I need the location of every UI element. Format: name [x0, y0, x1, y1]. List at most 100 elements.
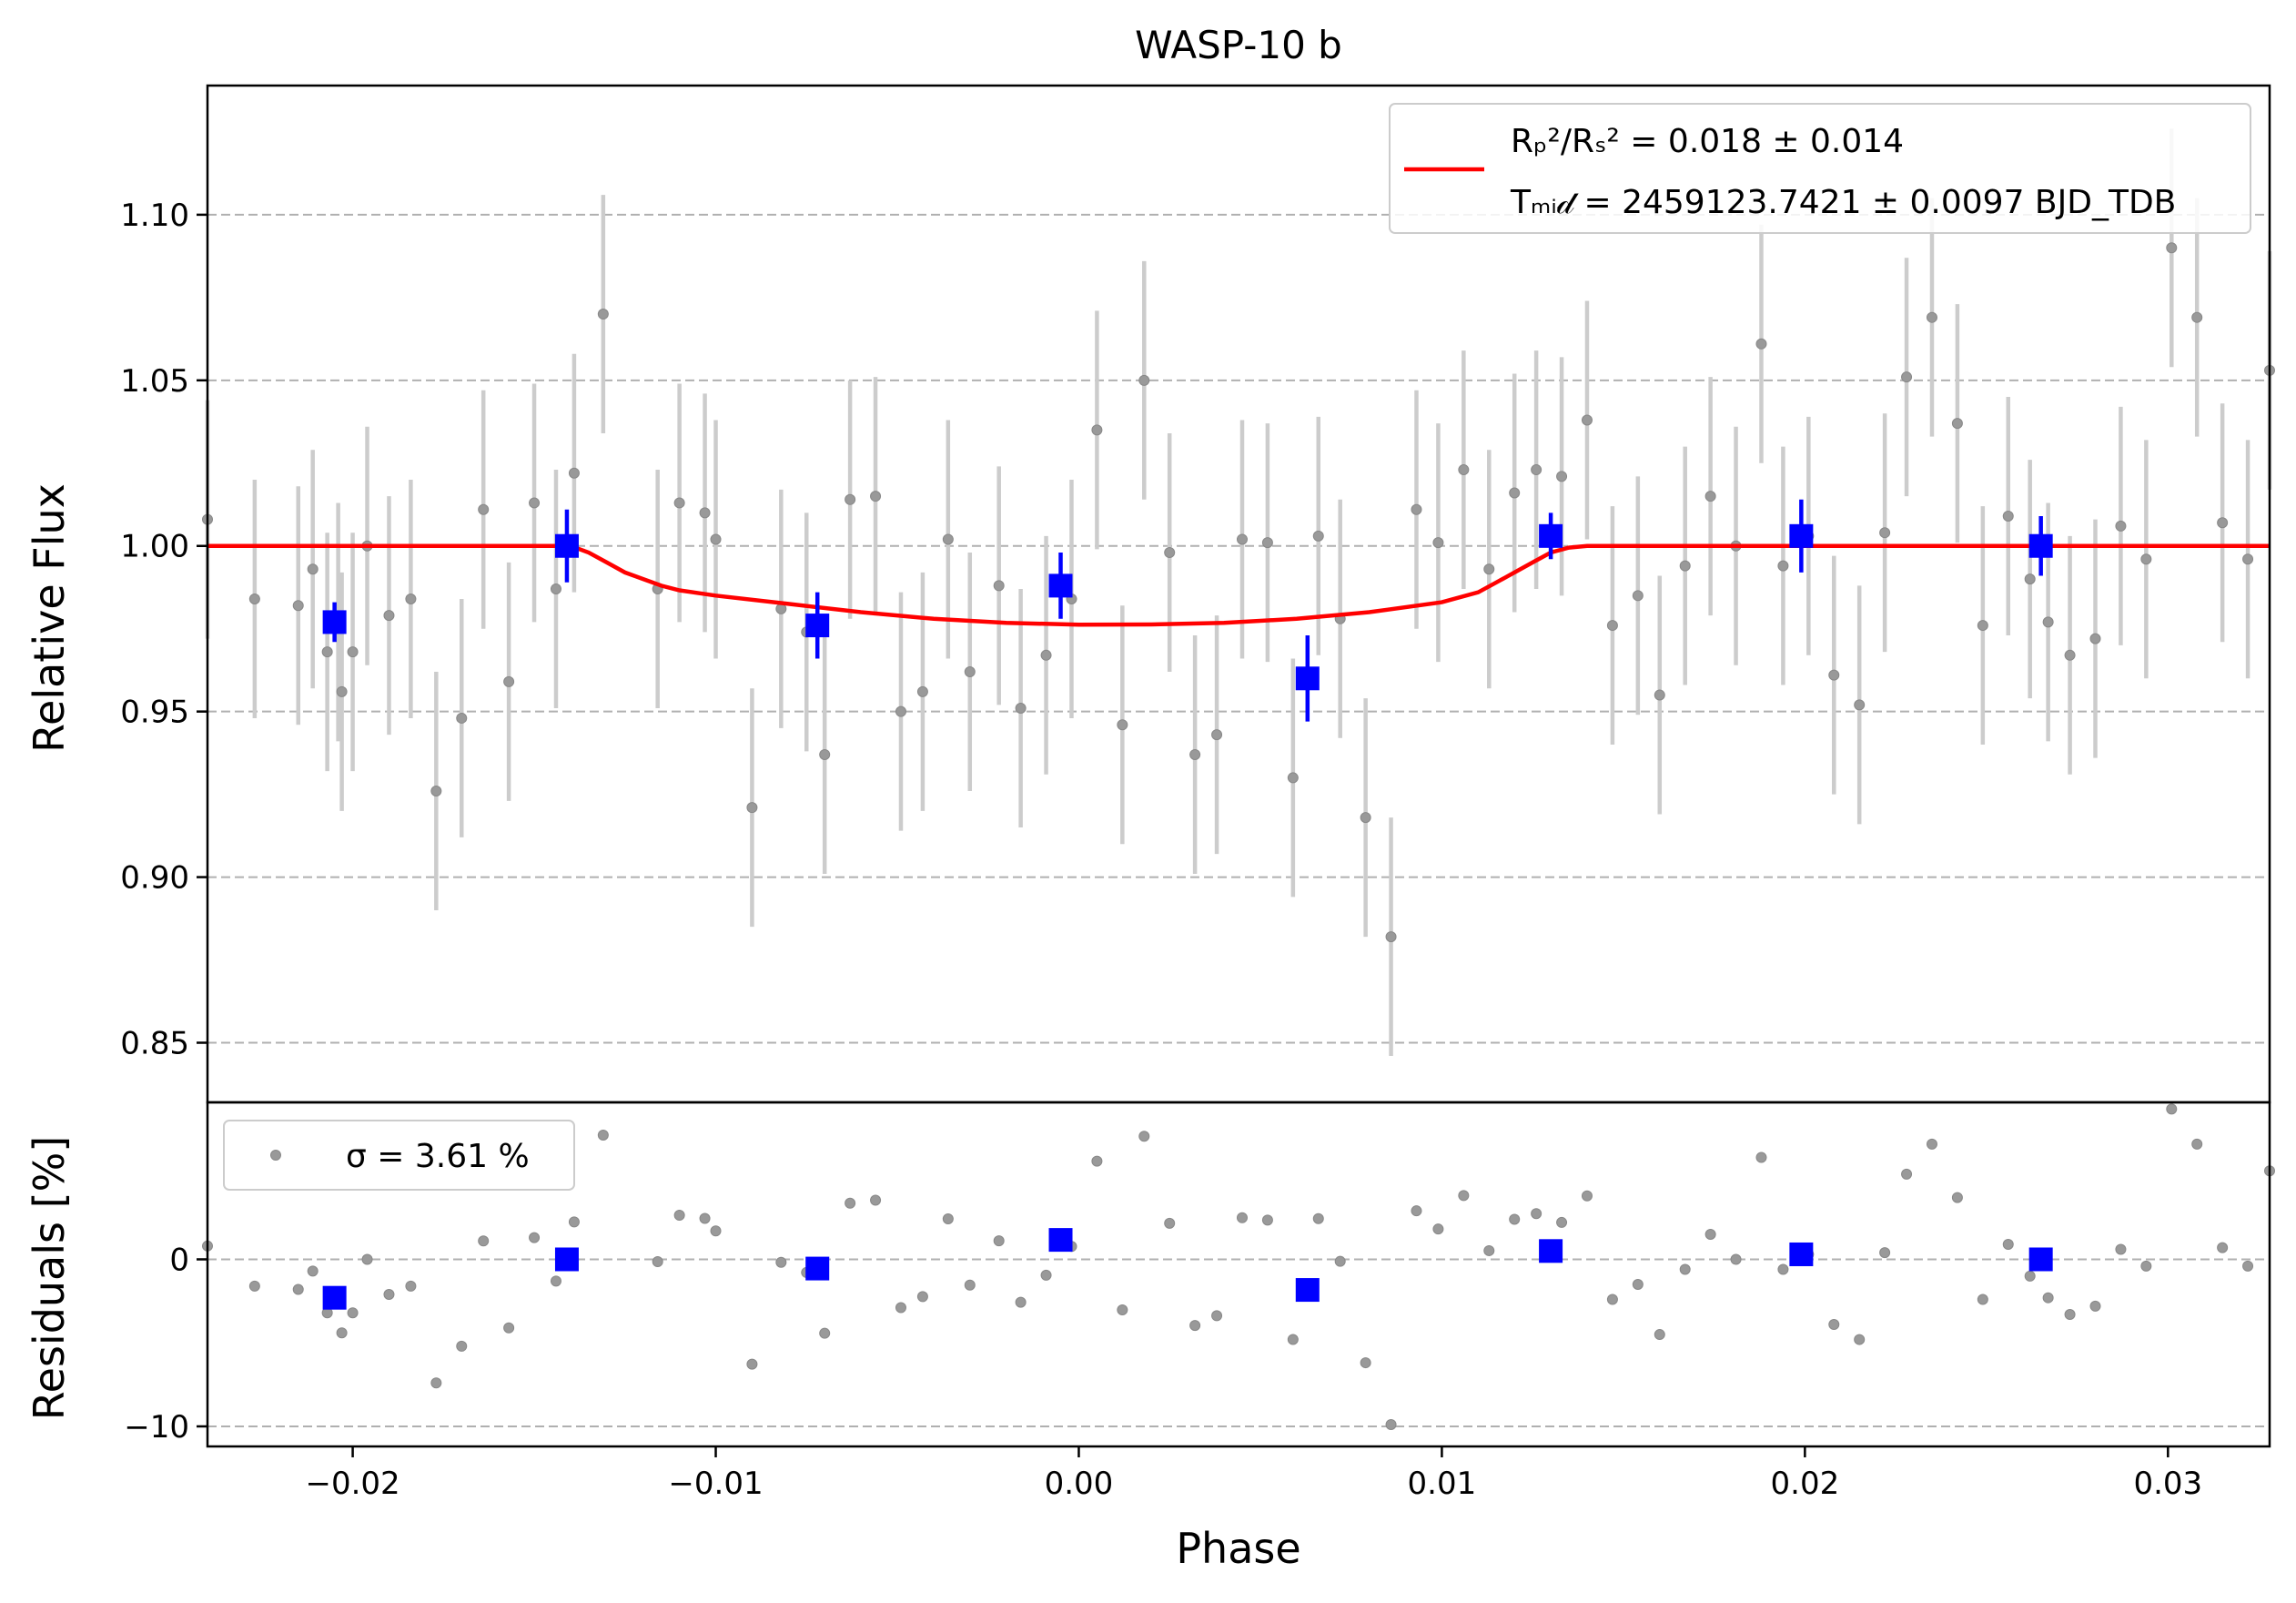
data-point — [2191, 311, 2203, 323]
residual-point — [1091, 1155, 1103, 1167]
x-tick-label: −0.02 — [305, 1466, 400, 1502]
data-point — [1828, 669, 1840, 681]
top-y-tick-label: 1.05 — [120, 363, 189, 400]
data-point — [1138, 374, 1150, 386]
data-point — [1654, 689, 1665, 701]
data-point — [2024, 573, 2036, 585]
residual-point — [1287, 1334, 1299, 1345]
data-point — [870, 491, 882, 502]
data-point — [699, 507, 711, 519]
data-point — [1432, 537, 1444, 549]
data-point — [916, 685, 928, 697]
chart-title: WASP-10 b — [1135, 23, 1342, 67]
residual-point — [1755, 1152, 1767, 1163]
binned-residual-point — [2028, 1247, 2053, 1272]
residual-point — [361, 1253, 373, 1265]
residual-point — [2042, 1292, 2054, 1304]
binned-residual-point — [1295, 1278, 1320, 1303]
binned-residual-point — [322, 1285, 347, 1310]
residual-point — [1632, 1279, 1644, 1291]
residual-point — [1606, 1294, 1618, 1305]
x-tick-label: 0.02 — [1771, 1466, 1840, 1502]
data-point — [1704, 491, 1716, 502]
residual-point — [307, 1265, 319, 1277]
residual-point — [1926, 1138, 1937, 1150]
residual-point — [1654, 1329, 1665, 1341]
data-point — [1236, 533, 1248, 545]
data-point — [1483, 563, 1495, 575]
binned-residual-point — [554, 1247, 579, 1272]
data-point — [1901, 371, 1913, 383]
data-point — [321, 646, 333, 658]
x-tick-label: 0.01 — [1408, 1466, 1477, 1502]
top-panel-frame — [206, 84, 2271, 1104]
residual-point — [942, 1213, 954, 1225]
residual-point — [478, 1235, 490, 1247]
top-y-tick-label: 0.90 — [120, 860, 189, 897]
residual-point — [597, 1129, 609, 1141]
data-point — [2002, 510, 2014, 522]
data-point — [248, 593, 260, 604]
residual-point — [1164, 1217, 1176, 1229]
residual-point — [2064, 1309, 2076, 1321]
residual-point — [1411, 1205, 1422, 1217]
bottom-y-tick-label: 0 — [169, 1242, 189, 1278]
data-point — [819, 748, 831, 760]
residual-point — [430, 1377, 442, 1389]
top-y-ticks: 0.85 0.90 0.95 1.00 1.05 1.10 — [120, 198, 207, 1062]
binned-point — [2028, 533, 2053, 558]
residual-point — [699, 1212, 711, 1224]
data-point — [336, 685, 348, 697]
bottom-panel-frame — [206, 1101, 2271, 1448]
data-point — [405, 593, 417, 604]
data-point — [993, 580, 1005, 592]
data-point — [1509, 487, 1521, 499]
residual-point — [1509, 1213, 1521, 1225]
residual-point — [1879, 1247, 1891, 1259]
data-point — [1679, 560, 1691, 572]
data-point — [529, 497, 541, 509]
bottom-legend: σ = 3.61 % — [223, 1120, 575, 1191]
data-point — [1040, 649, 1052, 661]
binned-point — [805, 614, 830, 638]
residual-point — [895, 1302, 906, 1314]
residual-point — [2242, 1260, 2254, 1272]
residual-point — [1040, 1269, 1052, 1281]
residual-point — [1581, 1190, 1593, 1202]
residual-point — [964, 1279, 976, 1291]
data-point — [1854, 699, 1866, 711]
residual-point — [1556, 1216, 1568, 1228]
data-point — [550, 583, 561, 595]
x-tick-label: −0.01 — [668, 1466, 763, 1502]
top-y-tick-label: 0.95 — [120, 695, 189, 731]
bottom-y-ticks: −10 0 — [124, 1242, 207, 1446]
residual-point — [2166, 1103, 2178, 1115]
residual-point — [916, 1291, 928, 1303]
data-point — [383, 610, 395, 622]
data-point — [1287, 772, 1299, 784]
transit-model-line — [207, 543, 2270, 627]
x-ticks: −0.02 −0.01 0.00 0.01 0.02 0.03 — [305, 1446, 2202, 1502]
residual-point — [568, 1216, 580, 1228]
binned-point — [1295, 666, 1320, 691]
data-point — [1211, 729, 1223, 741]
residual-point — [1117, 1304, 1128, 1316]
residual-point — [2191, 1138, 2203, 1150]
residual-point — [1015, 1296, 1027, 1308]
top-binned-series — [322, 499, 2053, 722]
residual-point — [1777, 1263, 1789, 1275]
residual-point — [1828, 1319, 1840, 1331]
data-point — [2115, 520, 2127, 532]
residual-point — [347, 1307, 359, 1319]
data-point — [1385, 931, 1397, 943]
data-point — [2242, 553, 2254, 565]
data-point — [1091, 424, 1103, 436]
top-data-series — [202, 128, 2275, 1057]
residual-point — [1458, 1190, 1470, 1202]
data-point — [1606, 620, 1618, 632]
top-legend-box — [1389, 103, 2251, 234]
residual-point — [503, 1322, 515, 1334]
data-point — [1879, 527, 1891, 539]
top-panel-grid — [207, 213, 2270, 1044]
data-point — [568, 467, 580, 479]
